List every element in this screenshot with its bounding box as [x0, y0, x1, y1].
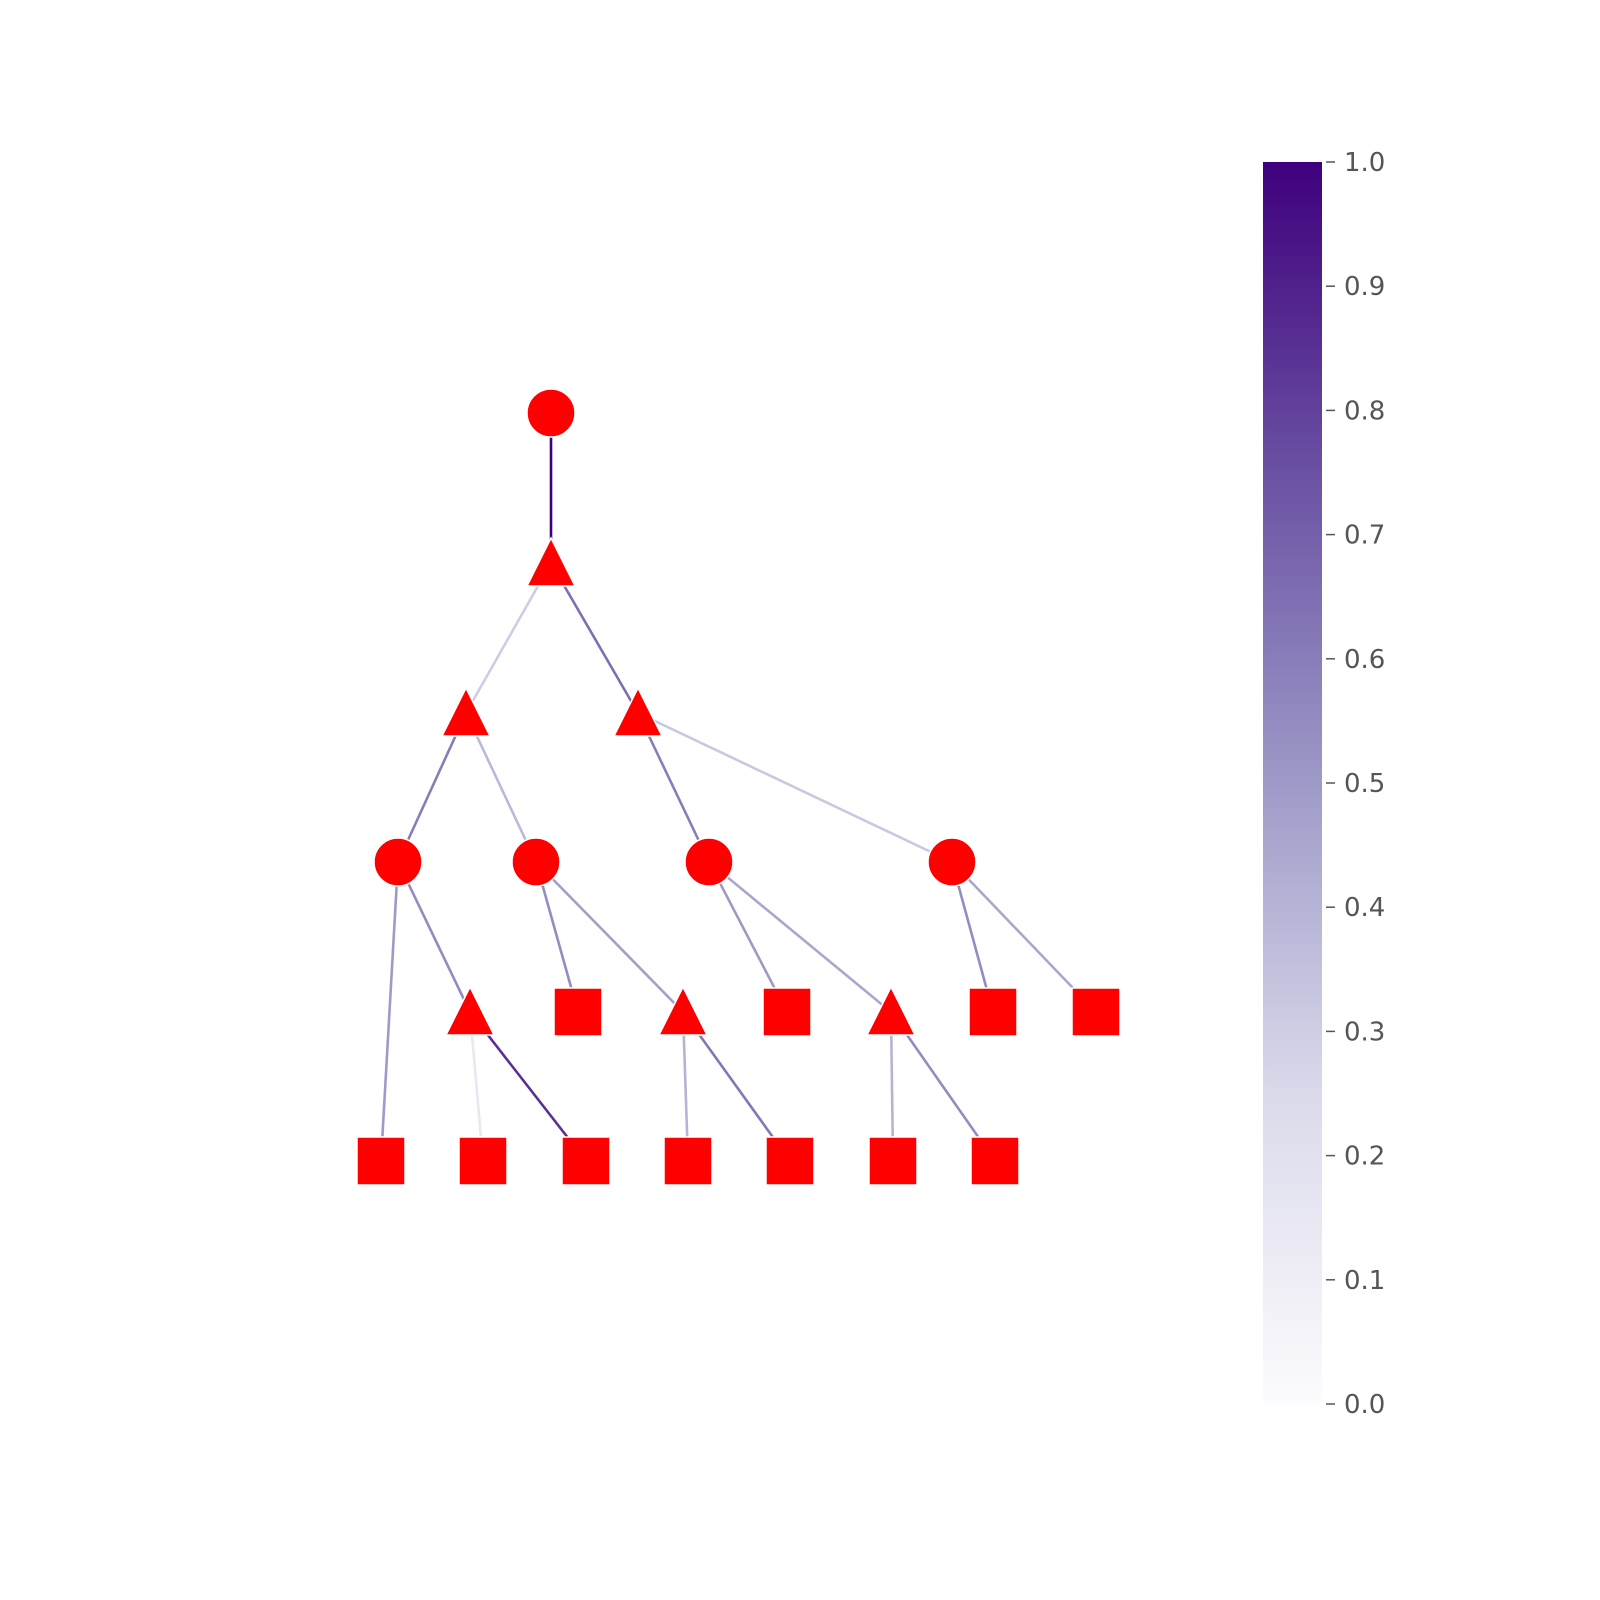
node-square-n14 — [1071, 987, 1121, 1037]
node-square-n19 — [765, 1136, 815, 1186]
edge-n6-n11 — [707, 861, 789, 1013]
colorbar-tick-label: 0.8 — [1344, 396, 1385, 426]
node-circle-n7 — [927, 837, 977, 887]
edge-n1-n3 — [549, 562, 640, 714]
node-triangle-n12 — [865, 985, 917, 1036]
node-triangle-n2 — [440, 686, 492, 737]
edge-n12-n21 — [889, 1011, 997, 1162]
edge-n10-n19 — [681, 1011, 792, 1162]
edge-n2-n5 — [464, 712, 538, 863]
colorbar: 0.0 0.1 0.2 0.3 0.4 0.5 0.6 0.7 0.8 0.9 1.0 — [1263, 148, 1385, 1420]
edge-n8-n17 — [468, 1011, 588, 1162]
node-circle-n4 — [373, 837, 423, 887]
colorbar-tick-label: 0.1 — [1344, 1266, 1385, 1296]
colorbar-tick-label: 0.6 — [1344, 645, 1385, 675]
node-triangle-n3 — [612, 686, 664, 737]
node-square-n16 — [458, 1136, 508, 1186]
edge-n4-n15 — [379, 861, 400, 1162]
node-square-n15 — [356, 1136, 406, 1186]
edge-n8-n16 — [468, 1011, 485, 1162]
node-triangle-n10 — [657, 985, 709, 1036]
node-triangle-n8 — [444, 985, 496, 1036]
colorbar-tick-label: 0.4 — [1344, 893, 1385, 923]
node-square-n21 — [970, 1136, 1020, 1186]
edge-n12-n20 — [889, 1011, 895, 1162]
edge-n2-n4 — [396, 712, 468, 863]
edge-n10-n18 — [681, 1011, 690, 1162]
edge-n3-n6 — [636, 712, 711, 863]
node-triangle-n1 — [525, 536, 577, 587]
edge-n6-n12 — [708, 860, 892, 1014]
node-circle-n5 — [511, 837, 561, 887]
node-square-n17 — [561, 1136, 611, 1186]
node-circle-n0 — [526, 388, 576, 438]
colorbar-tick-label: 1.0 — [1344, 148, 1385, 178]
colorbar-gradient — [1263, 162, 1322, 1404]
node-square-n11 — [762, 987, 812, 1037]
colorbar-tick-label: 0.9 — [1344, 272, 1385, 302]
edge-n5-n9 — [534, 861, 580, 1013]
nodes-layer — [356, 388, 1121, 1186]
node-square-n9 — [553, 987, 603, 1037]
node-square-n13 — [968, 987, 1018, 1037]
edge-n5-n10 — [535, 861, 684, 1013]
colorbar-tick-label: 0.3 — [1344, 1017, 1385, 1047]
colorbar-ticks: 0.0 0.1 0.2 0.3 0.4 0.5 0.6 0.7 0.8 0.9 1.0 — [1326, 148, 1385, 1420]
edge-n1-n2 — [464, 562, 553, 714]
edge-n7-n14 — [951, 861, 1097, 1013]
colorbar-tick-label: 0.7 — [1344, 521, 1385, 551]
edge-n3-n7 — [637, 711, 953, 864]
edge-n7-n13 — [950, 861, 995, 1013]
node-circle-n6 — [684, 837, 734, 887]
colorbar-tick-label: 0.2 — [1344, 1142, 1385, 1172]
colorbar-tick-label: 0.0 — [1344, 1390, 1385, 1420]
edges-layer — [379, 413, 1097, 1162]
node-square-n20 — [868, 1136, 918, 1186]
edge-n4-n8 — [396, 861, 472, 1013]
node-square-n18 — [663, 1136, 713, 1186]
colorbar-tick-label: 0.5 — [1344, 769, 1385, 799]
